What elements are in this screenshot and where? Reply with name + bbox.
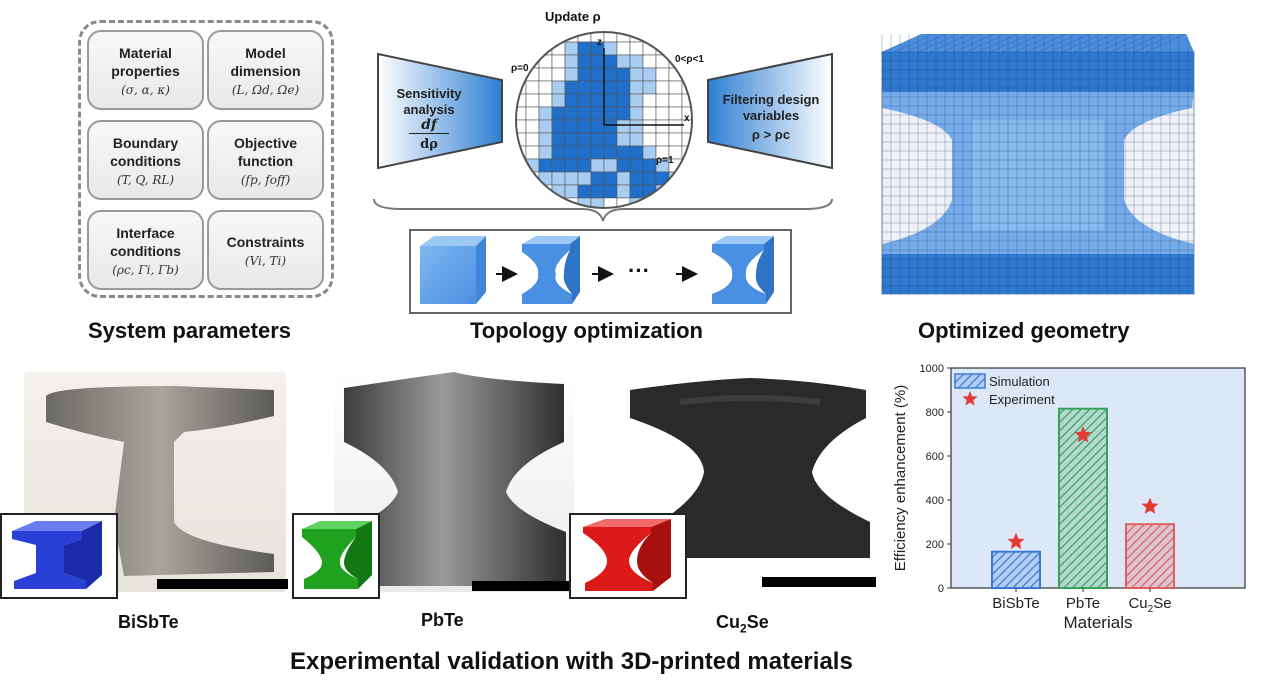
legend-experiment-star xyxy=(962,391,978,406)
sensitivity-trapezoid xyxy=(377,52,503,170)
x-tick-label: Cu2Se xyxy=(1128,595,1171,615)
axis-x-label: x xyxy=(684,113,690,124)
rho-zero-label: ρ=0 xyxy=(511,63,529,74)
x-tick-label: BiSbTe xyxy=(992,595,1040,612)
filtering-trapezoid xyxy=(707,52,833,170)
legend-experiment-label: Experiment xyxy=(989,392,1055,407)
parameter-box-symbols: (Vi, Ti) xyxy=(244,253,287,268)
parameter-box-symbols: (ρc, Γi, Γb) xyxy=(112,262,179,277)
rho-mid-label: 0<ρ<1 xyxy=(675,54,704,65)
final-shape-icon xyxy=(712,236,774,304)
experiment-marker-Cu2Se xyxy=(1141,497,1159,514)
sensitivity-label: Sensitivity analysis xyxy=(396,86,462,117)
system-parameters-title: System parameters xyxy=(88,318,292,343)
optimized-geometry-mesh xyxy=(881,33,1195,295)
parameter-box-symbols: (fp, foff) xyxy=(240,172,291,187)
y-axis-label: Efficiency enhancement (%) xyxy=(892,385,909,571)
optimized-geometry-title: Optimized geometry xyxy=(918,318,1130,343)
y-tick-label: 800 xyxy=(926,407,944,419)
pbte-inset xyxy=(292,513,380,599)
parameter-box-symbols: (T, Q, RL) xyxy=(116,172,175,187)
parameter-box-5: Constraints (Vi, Ti) xyxy=(207,210,324,290)
axis-z-label: z xyxy=(597,37,602,48)
parameter-box-title: Material properties xyxy=(111,44,180,79)
y-tick-label: 600 xyxy=(926,451,944,463)
pbte-photo xyxy=(334,372,574,592)
update-rho-label: Update ρ xyxy=(545,9,601,24)
y-tick-label: 1000 xyxy=(920,363,944,375)
parameter-box-2: Boundary conditions (T, Q, RL) xyxy=(87,120,204,200)
y-tick-label: 400 xyxy=(926,495,944,507)
cu2se-photo xyxy=(620,372,878,578)
pbte-label: PbTe xyxy=(421,610,464,630)
bisbte-label: BiSbTe xyxy=(118,612,179,632)
density-grid-circle xyxy=(515,31,693,209)
x-axis-label: Materials xyxy=(1064,613,1133,632)
legend-simulation-swatch xyxy=(954,373,986,389)
experiment-marker-PbTe xyxy=(1074,426,1092,443)
rho-one-label: ρ=1 xyxy=(656,155,674,166)
filtering-rule: ρ > ρc xyxy=(751,127,791,142)
cu2se-inset xyxy=(569,513,687,599)
grouping-brace xyxy=(373,198,833,222)
sensitivity-denominator: dρ xyxy=(420,137,438,152)
intermediate-shape-icon xyxy=(522,236,580,304)
bisbte-scale-bar xyxy=(157,579,288,589)
parameter-box-3: Objective function (fp, foff) xyxy=(207,120,324,200)
parameter-box-title: Boundary conditions xyxy=(110,134,181,169)
optimization-sequence: ··· xyxy=(420,236,774,304)
cu2se-label: Cu2Se xyxy=(716,612,769,636)
parameter-box-title: Interface conditions xyxy=(110,224,181,259)
efficiency-chart: 0 200 400 600 800 1000 BiSbTe PbTe Cu2SeMaterial… xyxy=(892,363,1246,632)
sensitivity-numerator: df xyxy=(409,118,449,134)
parameter-box-4: Interface conditions (ρc, Γi, Γb) xyxy=(87,210,204,290)
footer-title: Experimental validation with 3D-printed … xyxy=(290,648,853,675)
topology-optimization-title: Topology optimization xyxy=(470,318,703,343)
parameter-box-title: Model dimension xyxy=(230,44,301,79)
parameter-box-title: Objective function xyxy=(233,134,298,169)
legend-simulation-label: Simulation xyxy=(989,374,1050,389)
bisbte-inset xyxy=(0,513,118,599)
system-parameters-frame xyxy=(78,20,334,298)
x-tick-label: PbTe xyxy=(1066,595,1100,612)
parameter-box-symbols: (σ, α, κ) xyxy=(121,82,170,97)
parameter-box-1: Model dimension (L, Ωd, Ωe) xyxy=(207,30,324,110)
experiment-marker-BiSbTe xyxy=(1007,532,1025,550)
pbte-scale-bar xyxy=(472,581,574,591)
bar-Cu2Se xyxy=(1125,523,1175,589)
solid-cube-icon xyxy=(420,236,486,304)
parameter-box-title: Constraints xyxy=(226,233,305,250)
filtering-label: Filtering design variables xyxy=(722,92,820,123)
parameter-box-symbols: (L, Ωd, Ωe) xyxy=(231,82,300,97)
y-tick-label: 200 xyxy=(926,539,944,551)
ellipsis: ··· xyxy=(628,258,650,283)
bar-BiSbTe xyxy=(991,550,1041,589)
y-tick-label: 0 xyxy=(938,583,944,595)
parameter-box-0: Material properties (σ, α, κ) xyxy=(87,30,204,110)
cu2se-scale-bar xyxy=(762,577,876,587)
